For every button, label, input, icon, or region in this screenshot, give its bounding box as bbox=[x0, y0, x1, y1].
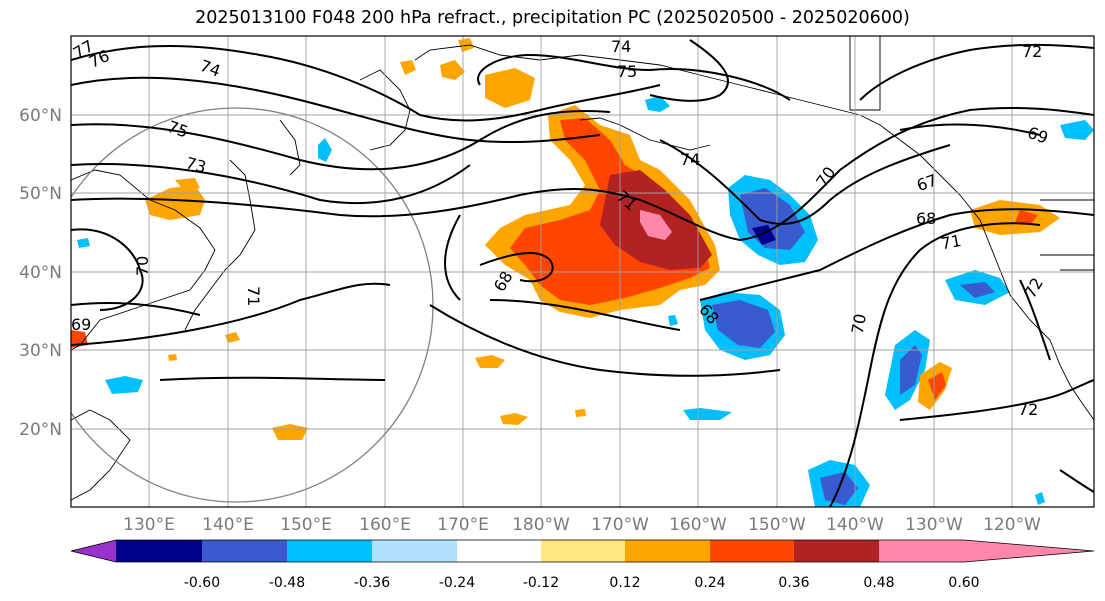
latitude-labels: 60°N 50°N 40°N 30°N 20°N bbox=[19, 106, 62, 440]
colorbar-extend-left bbox=[71, 540, 116, 562]
graticule bbox=[71, 36, 1094, 507]
contour-label: 74 bbox=[611, 37, 631, 56]
lon-label: 120°W bbox=[983, 515, 1041, 535]
colorbar-segment bbox=[794, 540, 879, 562]
colorbar: -0.60 -0.48 -0.36 -0.24 -0.12 0.12 0.24 … bbox=[70, 539, 1095, 591]
colorbar-tick: -0.36 bbox=[354, 575, 390, 591]
colorbar-tick: -0.24 bbox=[439, 575, 475, 591]
contour-label: 68 bbox=[916, 209, 936, 228]
contour-label: 75 bbox=[617, 62, 637, 81]
precip-shading bbox=[71, 38, 1094, 507]
lon-label: 150°W bbox=[748, 515, 806, 535]
lat-label-40: 40°N bbox=[19, 263, 62, 283]
contour-label: 70 bbox=[133, 256, 152, 276]
colorbar-tick: 0.12 bbox=[609, 575, 640, 591]
lat-label-30: 30°N bbox=[19, 341, 62, 361]
colorbar-segment bbox=[457, 540, 541, 562]
colorbar-tick: 0.36 bbox=[778, 575, 809, 591]
refractivity-contours bbox=[71, 39, 1094, 507]
lon-label: 170°E bbox=[437, 515, 489, 535]
contour-label: 70 bbox=[848, 312, 870, 335]
colorbar-tick: -0.60 bbox=[184, 575, 220, 591]
contour-label: 69 bbox=[71, 315, 91, 334]
lon-label: 180°W bbox=[512, 515, 570, 535]
range-circle bbox=[71, 107, 434, 503]
colorbar-tick: 0.24 bbox=[694, 575, 725, 591]
colorbar-tick: -0.48 bbox=[269, 575, 305, 591]
contour-label: 71 bbox=[244, 286, 263, 306]
lon-label: 130°E bbox=[123, 515, 175, 535]
lat-label-50: 50°N bbox=[19, 184, 62, 204]
lon-label: 150°E bbox=[280, 515, 332, 535]
contour-label: 72 bbox=[1022, 42, 1042, 61]
lon-label: 140°E bbox=[202, 515, 254, 535]
contour-label: 71 bbox=[939, 231, 962, 253]
contour-label: 73 bbox=[184, 153, 209, 177]
colorbar-extend-right bbox=[879, 540, 1094, 562]
map-panel: 77 76 74 74 75 75 73 74 71 70 69 68 71 6… bbox=[71, 36, 1094, 507]
colorbar-segment bbox=[202, 540, 287, 562]
longitude-labels: 130°E 140°E 150°E 160°E 170°E 180°W 170°… bbox=[123, 515, 1041, 535]
contour-label: 72 bbox=[1018, 400, 1038, 419]
colorbar-tick: 0.60 bbox=[948, 575, 979, 591]
lat-label-60: 60°N bbox=[19, 106, 62, 126]
colorbar-segment bbox=[372, 540, 457, 562]
colorbar-segment bbox=[625, 540, 710, 562]
contour-label: 74 bbox=[680, 150, 700, 169]
lon-label: 160°E bbox=[359, 515, 411, 535]
colorbar-segment bbox=[116, 540, 202, 562]
colorbar-segment bbox=[541, 540, 625, 562]
lon-label: 170°W bbox=[591, 515, 649, 535]
colorbar-segment bbox=[287, 540, 372, 562]
map-frame bbox=[70, 35, 1095, 508]
colorbar-segment bbox=[710, 540, 794, 562]
map-title: 2025013100 F048 200 hPa refract., precip… bbox=[195, 8, 910, 28]
lon-label: 130°W bbox=[905, 515, 963, 535]
lon-label: 160°W bbox=[669, 515, 727, 535]
lat-label-20: 20°N bbox=[19, 420, 62, 440]
colorbar-tick: -0.12 bbox=[523, 575, 559, 591]
colorbar-tick: 0.48 bbox=[863, 575, 894, 591]
lon-label: 140°W bbox=[826, 515, 884, 535]
